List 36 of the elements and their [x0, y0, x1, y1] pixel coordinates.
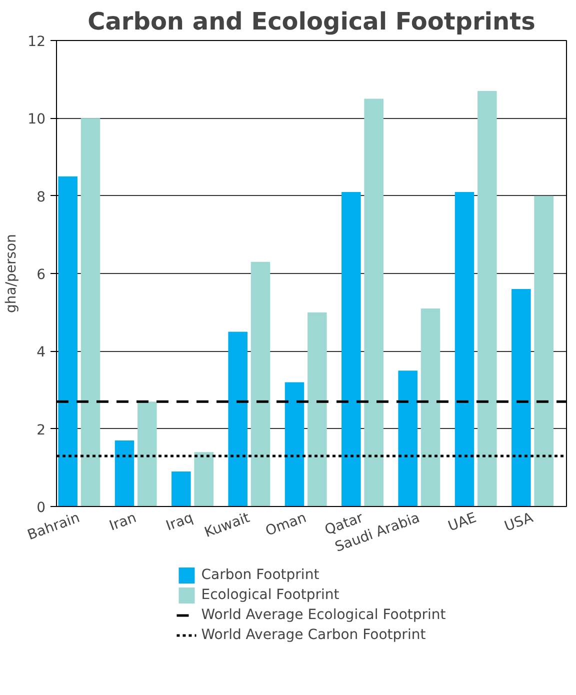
bar — [114, 440, 134, 506]
bar — [364, 98, 384, 506]
x-tick-label: Iran — [107, 510, 139, 534]
y-tick-label: 0 — [36, 500, 46, 516]
bar — [250, 262, 270, 506]
bar — [420, 308, 440, 506]
bar — [454, 192, 474, 506]
bar — [58, 176, 78, 506]
bar — [138, 402, 157, 506]
y-tick-label: 12 — [28, 34, 46, 50]
legend-label: Carbon Footprint — [201, 566, 320, 585]
bar — [228, 332, 248, 506]
legend-label: Ecological Footprint — [201, 586, 340, 605]
bar — [534, 196, 554, 506]
bar — [80, 118, 100, 506]
y-tick-label: 6 — [36, 267, 46, 283]
x-tick-label: UAE — [446, 510, 479, 535]
bar — [172, 472, 191, 506]
x-tick-label: Iraq — [164, 510, 196, 534]
chart-title: Carbon and Ecological Footprints — [88, 8, 536, 36]
y-axis-title: gha/person — [4, 234, 20, 314]
bar — [478, 90, 497, 506]
x-tick-label: Oman — [264, 510, 309, 540]
y-tick-label: 8 — [36, 189, 46, 206]
bar — [308, 312, 327, 506]
y-tick-label: 4 — [36, 344, 46, 361]
bar — [194, 452, 214, 506]
y-tick-label: 10 — [28, 112, 46, 128]
legend-label: World Average Ecological Footprint — [201, 606, 446, 625]
legend-label: World Average Carbon Footprint — [201, 626, 426, 645]
bar — [398, 370, 418, 506]
bar — [342, 192, 361, 506]
y-tick-label: 2 — [36, 422, 46, 438]
bar — [284, 382, 304, 506]
x-tick-label: USA — [502, 510, 536, 535]
bar — [512, 289, 531, 506]
